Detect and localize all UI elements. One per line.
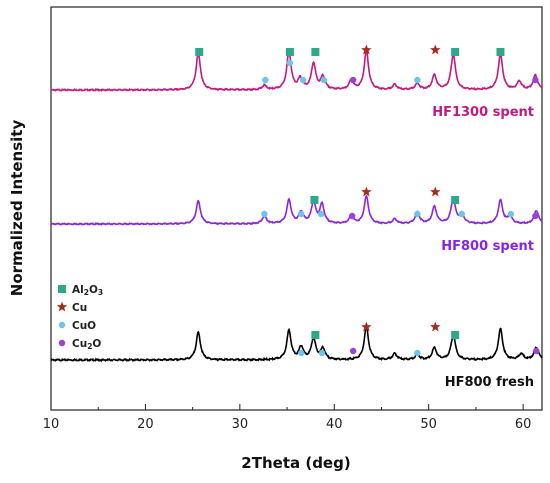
marker-cuo: [317, 210, 325, 218]
marker-al2o3: [311, 48, 320, 56]
phase-markers: [195, 44, 540, 357]
legend-label: Cu2O: [72, 338, 101, 351]
pattern-line-hf800-spent: [50, 195, 543, 227]
marker-cu2o: [532, 76, 539, 84]
x-axis-ticks: 10 20 30 40 50 60: [43, 404, 532, 432]
legend-symbol-cuo: [58, 321, 66, 329]
marker-cuo: [507, 210, 515, 218]
marker-cu2o: [349, 212, 356, 220]
marker-cuo: [458, 210, 465, 218]
legend-symbol-al2o3: [58, 285, 66, 293]
marker-cu2o: [349, 347, 357, 355]
curve-label: HF800 fresh: [445, 375, 534, 390]
marker-cuo: [261, 210, 268, 218]
curve-labels: HF800 fresh HF800 spent HF1300 spent: [432, 105, 534, 390]
marker-al2o3: [311, 331, 320, 339]
marker-cuo: [414, 349, 421, 357]
marker-cuo: [262, 76, 269, 84]
legend-symbol-cu: [56, 301, 68, 312]
y-axis-title: Normalized Intensity: [8, 120, 26, 297]
marker-al2o3: [496, 48, 505, 56]
marker-cu2o: [533, 347, 540, 355]
curve-label: HF1300 spent: [432, 105, 534, 120]
marker-cuo: [318, 349, 326, 357]
legend-label: Al2O3: [72, 284, 103, 297]
marker-cuo: [414, 76, 421, 84]
marker-al2o3: [285, 48, 294, 56]
marker-al2o3: [310, 196, 319, 204]
pattern-line-hf1300-spent: [50, 48, 543, 93]
marker-cu: [361, 186, 372, 197]
legend-label: Cu: [72, 302, 87, 314]
marker-cu2o: [532, 212, 539, 220]
x-tick-label: 50: [420, 417, 437, 432]
phase-legend: Al2O3 Cu CuO Cu2O: [56, 284, 103, 351]
marker-cuo: [298, 210, 305, 218]
marker-al2o3: [451, 196, 460, 204]
x-tick-label: 10: [43, 417, 60, 432]
marker-cu: [430, 186, 441, 197]
pattern-curves: [50, 48, 543, 363]
marker-al2o3: [451, 48, 460, 56]
x-tick-label: 40: [326, 417, 343, 432]
marker-al2o3: [451, 331, 460, 339]
marker-cuo: [414, 210, 421, 218]
legend-label: CuO: [72, 320, 96, 332]
marker-cu: [361, 321, 372, 332]
curve-label: HF800 spent: [441, 239, 534, 254]
marker-cuo: [299, 76, 307, 84]
marker-cu: [361, 44, 372, 55]
marker-al2o3: [195, 48, 204, 56]
marker-cuo: [286, 59, 294, 67]
plot-frame: [50, 6, 543, 411]
x-axis-title: 2Theta (deg): [241, 454, 350, 472]
legend-symbol-cu2o: [58, 339, 66, 347]
marker-cu2o: [349, 76, 357, 84]
marker-cuo: [320, 76, 328, 84]
marker-cu: [430, 321, 441, 332]
pattern-line-hf800-fresh: [50, 325, 543, 363]
x-tick-label: 60: [515, 417, 532, 432]
marker-cuo: [298, 349, 305, 357]
x-tick-label: 30: [232, 417, 249, 432]
x-tick-label: 20: [137, 417, 154, 432]
marker-cu: [430, 44, 441, 55]
